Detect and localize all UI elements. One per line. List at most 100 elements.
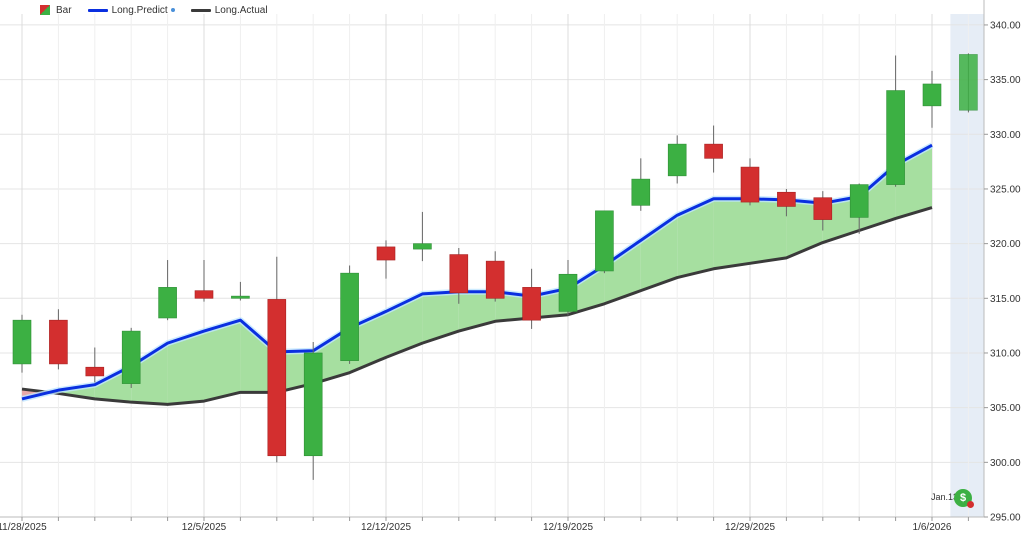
candle (740, 158, 760, 206)
candle-body (49, 319, 68, 365)
candle-body (522, 287, 541, 321)
band-fill-segment (750, 198, 787, 264)
x-tick-label: 11/28/2025 (0, 522, 47, 533)
dollar-icon[interactable]: $ (954, 489, 974, 508)
forecast-candle (959, 53, 978, 113)
candle-body (413, 243, 432, 250)
candle (231, 281, 250, 301)
x-tick-label: 12/29/2025 (725, 522, 775, 533)
legend-item-predict[interactable]: Long.Predict (87, 4, 175, 16)
candle-body (922, 83, 942, 107)
candle (813, 191, 833, 231)
fill-layer (22, 145, 932, 405)
candle-body (303, 352, 323, 457)
band-fill-segment (713, 198, 750, 269)
candle-layer (12, 53, 978, 480)
candle (340, 265, 359, 364)
candle-body (267, 299, 287, 457)
predict-line-swatch-icon (87, 8, 108, 12)
y-tick-label: 335.00 (990, 75, 1021, 86)
candle (85, 347, 105, 383)
legend: Bar Long.Predict Long.Actual (40, 3, 284, 17)
x-axis: 11/28/2025 12/5/2025 12/12/2025 12/19/2025 1… (0, 516, 984, 533)
y-tick-label: 295.00 (990, 513, 1021, 524)
x-tick-label: 12/12/2025 (361, 522, 411, 533)
candle-body (595, 210, 614, 272)
candle (595, 210, 614, 274)
bar-swatch-icon (40, 5, 50, 15)
candle-body (558, 273, 578, 312)
band-fill-segment (677, 198, 714, 278)
candle-body (631, 178, 651, 206)
y-tick-label: 310.00 (990, 348, 1021, 359)
band-fill-segment (131, 343, 168, 405)
candle-body (194, 290, 214, 299)
candle-body (849, 184, 869, 218)
band-fill-segment (204, 320, 241, 402)
y-tick-label: 300.00 (990, 458, 1021, 469)
candle-body (449, 254, 469, 294)
candle (922, 70, 942, 128)
candle (886, 55, 905, 187)
candle (558, 260, 578, 316)
candle-body (340, 272, 359, 361)
candle (158, 260, 177, 321)
band-fill-segment (458, 291, 496, 332)
candle-body (813, 197, 833, 220)
legend-actual-label: Long.Actual (214, 4, 268, 16)
candle-body (12, 319, 32, 365)
y-axis: 295.00 300.00 305.00 310.00 315.00 320.00 325.… (983, 0, 1021, 524)
grid-layer (0, 14, 984, 518)
candle-body (231, 295, 250, 299)
y-tick-label: 340.00 (990, 20, 1021, 31)
candle (522, 268, 541, 329)
legend-item-actual[interactable]: Long.Actual (190, 4, 268, 16)
candle-body (740, 166, 760, 203)
candle-body (704, 143, 723, 159)
x-tick-label: 12/19/2025 (543, 522, 593, 533)
long-actual-line (21, 206, 933, 406)
candle-body (376, 246, 396, 261)
candle (49, 309, 68, 370)
candle (12, 314, 32, 373)
y-tick-label: 315.00 (990, 294, 1021, 305)
candle (449, 248, 469, 304)
y-tick-label: 325.00 (990, 184, 1021, 195)
candle (376, 240, 396, 279)
candle-body (667, 143, 687, 177)
candle (303, 342, 323, 480)
x-tick-label: 12/5/2025 (182, 522, 227, 533)
y-tick-label: 330.00 (990, 130, 1021, 141)
y-tick-label: 305.00 (990, 403, 1021, 414)
dot-icon (170, 8, 175, 12)
legend-bar-label: Bar (56, 4, 72, 16)
legend-predict-label: Long.Predict (111, 4, 168, 16)
candle (631, 158, 651, 211)
candle (849, 183, 869, 234)
candle-body (777, 191, 796, 207)
candle-body (886, 90, 905, 185)
candle (485, 251, 505, 302)
candle (667, 135, 687, 184)
legend-item-bar[interactable]: Bar (40, 5, 72, 16)
candle (194, 260, 214, 302)
alert-dot-icon (967, 501, 974, 508)
y-tick-label: 320.00 (990, 239, 1021, 250)
x-tick-label: 1/6/2026 (913, 522, 952, 533)
candle (413, 211, 432, 262)
candle (777, 188, 796, 217)
candle (121, 327, 141, 388)
candle-body (158, 287, 177, 319)
band-fill-segment (604, 240, 641, 304)
band-fill-segment (167, 331, 204, 405)
candle (267, 256, 287, 463)
candle-body (959, 54, 978, 111)
candle-body (485, 260, 505, 299)
candle-body (85, 366, 105, 377)
candle-body (121, 330, 141, 384)
actual-line-swatch-icon (190, 8, 211, 12)
candle (704, 125, 723, 173)
band-fill-segment (422, 291, 459, 344)
